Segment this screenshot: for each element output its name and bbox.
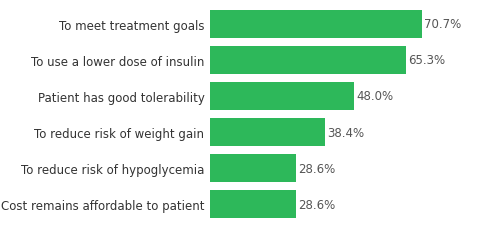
Text: 70.7%: 70.7% (424, 18, 462, 31)
Bar (210, 154, 296, 182)
Bar (210, 47, 406, 75)
Text: 48.0%: 48.0% (356, 90, 394, 103)
Bar (210, 83, 354, 111)
Text: 28.6%: 28.6% (298, 198, 336, 211)
Bar (210, 11, 422, 39)
Bar (210, 190, 296, 218)
Text: 38.4%: 38.4% (328, 126, 364, 139)
Text: 65.3%: 65.3% (408, 54, 446, 67)
Bar (210, 118, 325, 146)
Text: 28.6%: 28.6% (298, 162, 336, 175)
